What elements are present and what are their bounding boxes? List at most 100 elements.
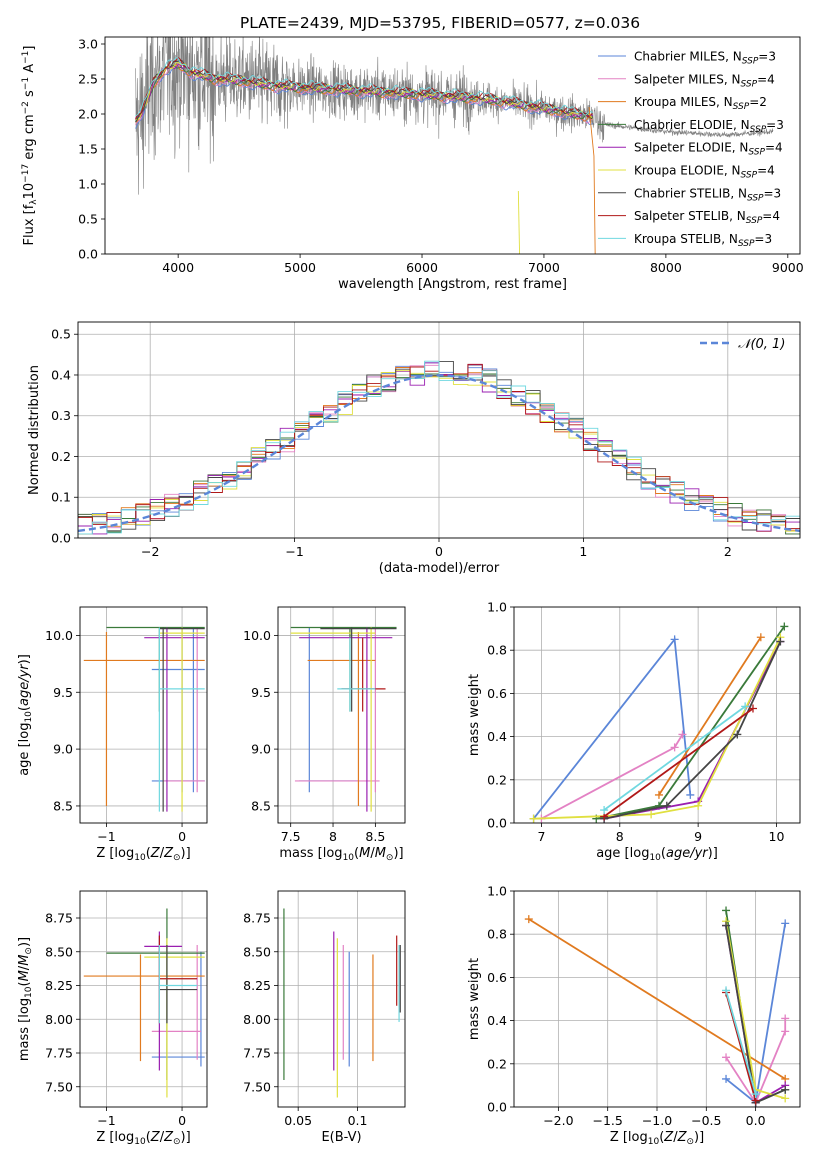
y-tick-label: 8.25 xyxy=(243,978,271,993)
y-axis-label: Normed distribution xyxy=(27,365,42,495)
weight-marker xyxy=(722,921,731,930)
weight-marker xyxy=(722,986,731,995)
weight-marker xyxy=(781,919,790,928)
x-tick-label: 4000 xyxy=(162,260,194,275)
weight-marker xyxy=(600,806,609,815)
age_vs_mass-frame xyxy=(277,606,406,824)
y-tick-label: 9.0 xyxy=(53,742,73,757)
y-tick-label: 0.6 xyxy=(487,686,507,701)
weight_vs_Z-frame xyxy=(513,890,801,1108)
mass_vs_EBV-plot-area xyxy=(278,891,405,1107)
y-tick-label: 2.5 xyxy=(78,72,98,87)
weight-marker xyxy=(654,790,663,799)
model-spectrum-8 xyxy=(135,57,593,117)
y-tick-label: 8.00 xyxy=(45,1012,73,1027)
residuals-panel: −2 −1 0 1 2 0.0 0.1 0.2 0.3 0.4 0.5 (data-model)/er… xyxy=(27,321,801,576)
legend-label-8: Kroupa STELIB, NSSP=3 xyxy=(634,232,772,249)
y-tick-label: 0.5 xyxy=(78,212,98,227)
y-tick-label: 10.0 xyxy=(243,628,271,643)
x-tick-label: 6000 xyxy=(406,260,438,275)
x-tick-label: 9 xyxy=(694,829,702,844)
weight-marker xyxy=(733,730,742,739)
x-tick-label: 7.5 xyxy=(281,829,301,844)
x-tick-label: 5000 xyxy=(284,260,316,275)
x-tick-label: 1 xyxy=(579,544,587,559)
residual-histogram-8 xyxy=(78,360,800,535)
y-tick-label: 8.75 xyxy=(45,911,73,926)
y-tick-label: 3.0 xyxy=(78,37,98,52)
x-tick-label: 8.5 xyxy=(365,829,385,844)
y-tick-label: 0.4 xyxy=(51,367,71,382)
y-tick-label: 1.0 xyxy=(487,884,507,899)
x-tick-label: −2 xyxy=(141,544,159,559)
y-tick-label: 0.0 xyxy=(51,531,71,546)
legend-label-7: Salpeter STELIB, NSSP=4 xyxy=(634,209,780,226)
weight-line-5 xyxy=(533,636,782,820)
weight_vs_age-panel: 7 8 9 10 0.0 0.2 0.4 0.6 0.8 1.0 age [log10(age/yr… xyxy=(467,600,801,863)
y-tick-label: 2.0 xyxy=(78,107,98,122)
x-tick-label: 10 xyxy=(769,829,785,844)
y-tick-label: 7.50 xyxy=(45,1079,73,1094)
age_vs_Z-panel: −1 0 8.5 9.0 9.5 10.0 Z [log10(Z/Z⊙)] age [log1… xyxy=(17,606,208,863)
y-tick-label: 9.0 xyxy=(251,742,271,757)
y-tick-label: 8.50 xyxy=(243,944,271,959)
y-tick-label: 1.0 xyxy=(487,600,507,615)
x-tick-label: 0 xyxy=(178,1113,186,1128)
spectrum-plot-area xyxy=(135,37,774,254)
y-tick-label: 0.2 xyxy=(51,449,71,464)
weight-line-0 xyxy=(532,637,692,820)
y-tick-label: 1.5 xyxy=(78,142,98,157)
x-axis-label: Z [log10(Z/Z⊙)] xyxy=(610,1130,704,1147)
weight-line-4 xyxy=(603,641,782,820)
legend-label-2: Kroupa MILES, NSSP=2 xyxy=(634,95,767,112)
y-tick-label: 8.5 xyxy=(251,798,271,813)
weight-line-1 xyxy=(725,1018,787,1105)
weight-line-8 xyxy=(725,990,757,1095)
weight-marker xyxy=(781,1014,790,1023)
weight-marker xyxy=(678,730,687,739)
weight-marker xyxy=(686,790,695,799)
x-tick-label: 8 xyxy=(616,829,624,844)
weight-marker xyxy=(524,915,533,924)
y-tick-label: 0.6 xyxy=(487,970,507,985)
weight-marker xyxy=(780,622,789,631)
y-tick-label: 0.0 xyxy=(487,816,507,831)
y-tick-label: 9.5 xyxy=(251,685,271,700)
weight-line-7 xyxy=(603,707,754,818)
weight_vs_Z-panel: −2.0 −1.5 −1.0 −0.5 0.0 0.0 0.2 0.4 0.6 0.8 1.0 Z [… xyxy=(467,884,801,1147)
x-axis-label: Z [log10(Z/Z⊙)] xyxy=(96,1130,190,1147)
x-tick-label: 7000 xyxy=(528,260,560,275)
y-tick-label: 9.5 xyxy=(53,685,73,700)
observed-spectrum xyxy=(135,37,774,195)
weight-line-6 xyxy=(603,641,782,820)
legend-label-0: Chabrier MILES, NSSP=3 xyxy=(634,50,776,67)
mass_vs_EBV-frame xyxy=(277,890,406,1108)
x-tick-label: 0 xyxy=(178,829,186,844)
weight-marker xyxy=(662,801,671,810)
weight-line-8 xyxy=(603,705,746,811)
figure-title: PLATE=2439, MJD=53795, FIBERID=0577, z=0… xyxy=(240,14,640,32)
age_vs_Z-plot-area xyxy=(80,607,207,823)
x-axis-label: mass [log10(M/M⊙)] xyxy=(279,846,403,863)
x-axis-label: age [log10(age/yr)] xyxy=(596,846,718,863)
x-tick-label: 0 xyxy=(435,544,443,559)
weight-marker xyxy=(529,814,538,823)
x-tick-label: 0.0 xyxy=(746,1113,766,1128)
x-tick-label: 8 xyxy=(329,829,337,844)
y-axis-label: mass [log10(M/M⊙)] xyxy=(17,937,34,1061)
spectrum-frame xyxy=(104,36,801,255)
y-axis-label: Flux [fλ10−17 erg cm−2 s−1 A−1] xyxy=(21,46,39,246)
weight-marker xyxy=(670,743,679,752)
weight-marker xyxy=(781,1094,790,1103)
weight-marker xyxy=(781,1027,790,1036)
weight-line-2 xyxy=(658,636,762,796)
x-tick-label: 0.1 xyxy=(348,1113,368,1128)
mass_vs_Z-plot-area xyxy=(80,891,207,1107)
x-tick-label: −1 xyxy=(285,544,303,559)
model-edge-drop xyxy=(588,106,596,254)
x-tick-label: −1.0 xyxy=(642,1113,672,1128)
weight-marker xyxy=(776,637,785,646)
weight-marker xyxy=(722,1053,731,1062)
x-tick-label: −0.5 xyxy=(691,1113,721,1128)
